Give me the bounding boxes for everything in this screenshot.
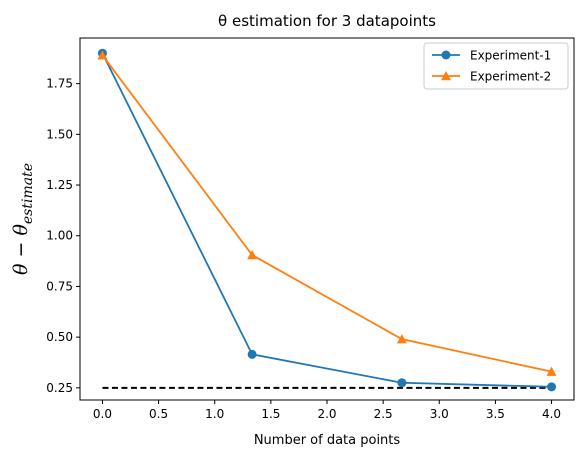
x-tick-label: 2.0 <box>317 407 336 421</box>
series-2-point <box>396 334 407 344</box>
y-axis-label-group: θ − θestimate <box>10 163 36 275</box>
series-line-1 <box>101 52 552 388</box>
y-tick-label: 1.75 <box>46 77 73 91</box>
series-2-point <box>546 366 557 376</box>
legend-marker-circle <box>441 50 451 60</box>
x-tick-label: 3.5 <box>486 407 505 421</box>
x-tick-label: 0.5 <box>149 407 168 421</box>
x-tick-label: 2.5 <box>374 407 393 421</box>
y-tick-label: 1.50 <box>46 127 73 141</box>
y-tick-label: 0.75 <box>46 279 73 293</box>
x-axis-label: Number of data points <box>254 433 401 448</box>
series-2-point <box>97 50 108 60</box>
y-tick-label: 0.50 <box>46 330 73 344</box>
y-tick-label: 1.00 <box>46 229 73 243</box>
y-axis-label: θ − θestimate <box>10 163 36 275</box>
y-tick-label: 1.25 <box>46 178 73 192</box>
series-1-point <box>397 378 407 388</box>
axes-frame <box>79 37 575 401</box>
legend-label-2: Experiment-2 <box>470 70 551 84</box>
legend-label-1: Experiment-1 <box>470 49 551 63</box>
x-tick-label: 1.0 <box>205 407 224 421</box>
chart-title: θ estimation for 3 datapoints <box>218 12 436 30</box>
series-2-point <box>247 249 258 260</box>
series-1-point <box>547 382 557 392</box>
y-axis-label-subscript: estimate <box>20 163 36 224</box>
plot-area: 0.0 0.5 1.0 1.5 2.0 2.5 3.0 3.5 4.0 0.25 0.50 0.75 1… <box>46 37 575 421</box>
x-tick-label: 1.5 <box>261 407 280 421</box>
series-1-point <box>247 349 257 359</box>
series-line-2 <box>101 54 552 373</box>
y-tick-label: 0.25 <box>46 381 73 395</box>
x-tick-label: 4.0 <box>542 407 561 421</box>
x-tick-label: 3.0 <box>430 407 449 421</box>
legend: Experiment-1 Experiment-2 <box>423 42 569 90</box>
legend-marker-triangle <box>441 71 451 81</box>
x-tick-label: 0.0 <box>93 407 112 421</box>
